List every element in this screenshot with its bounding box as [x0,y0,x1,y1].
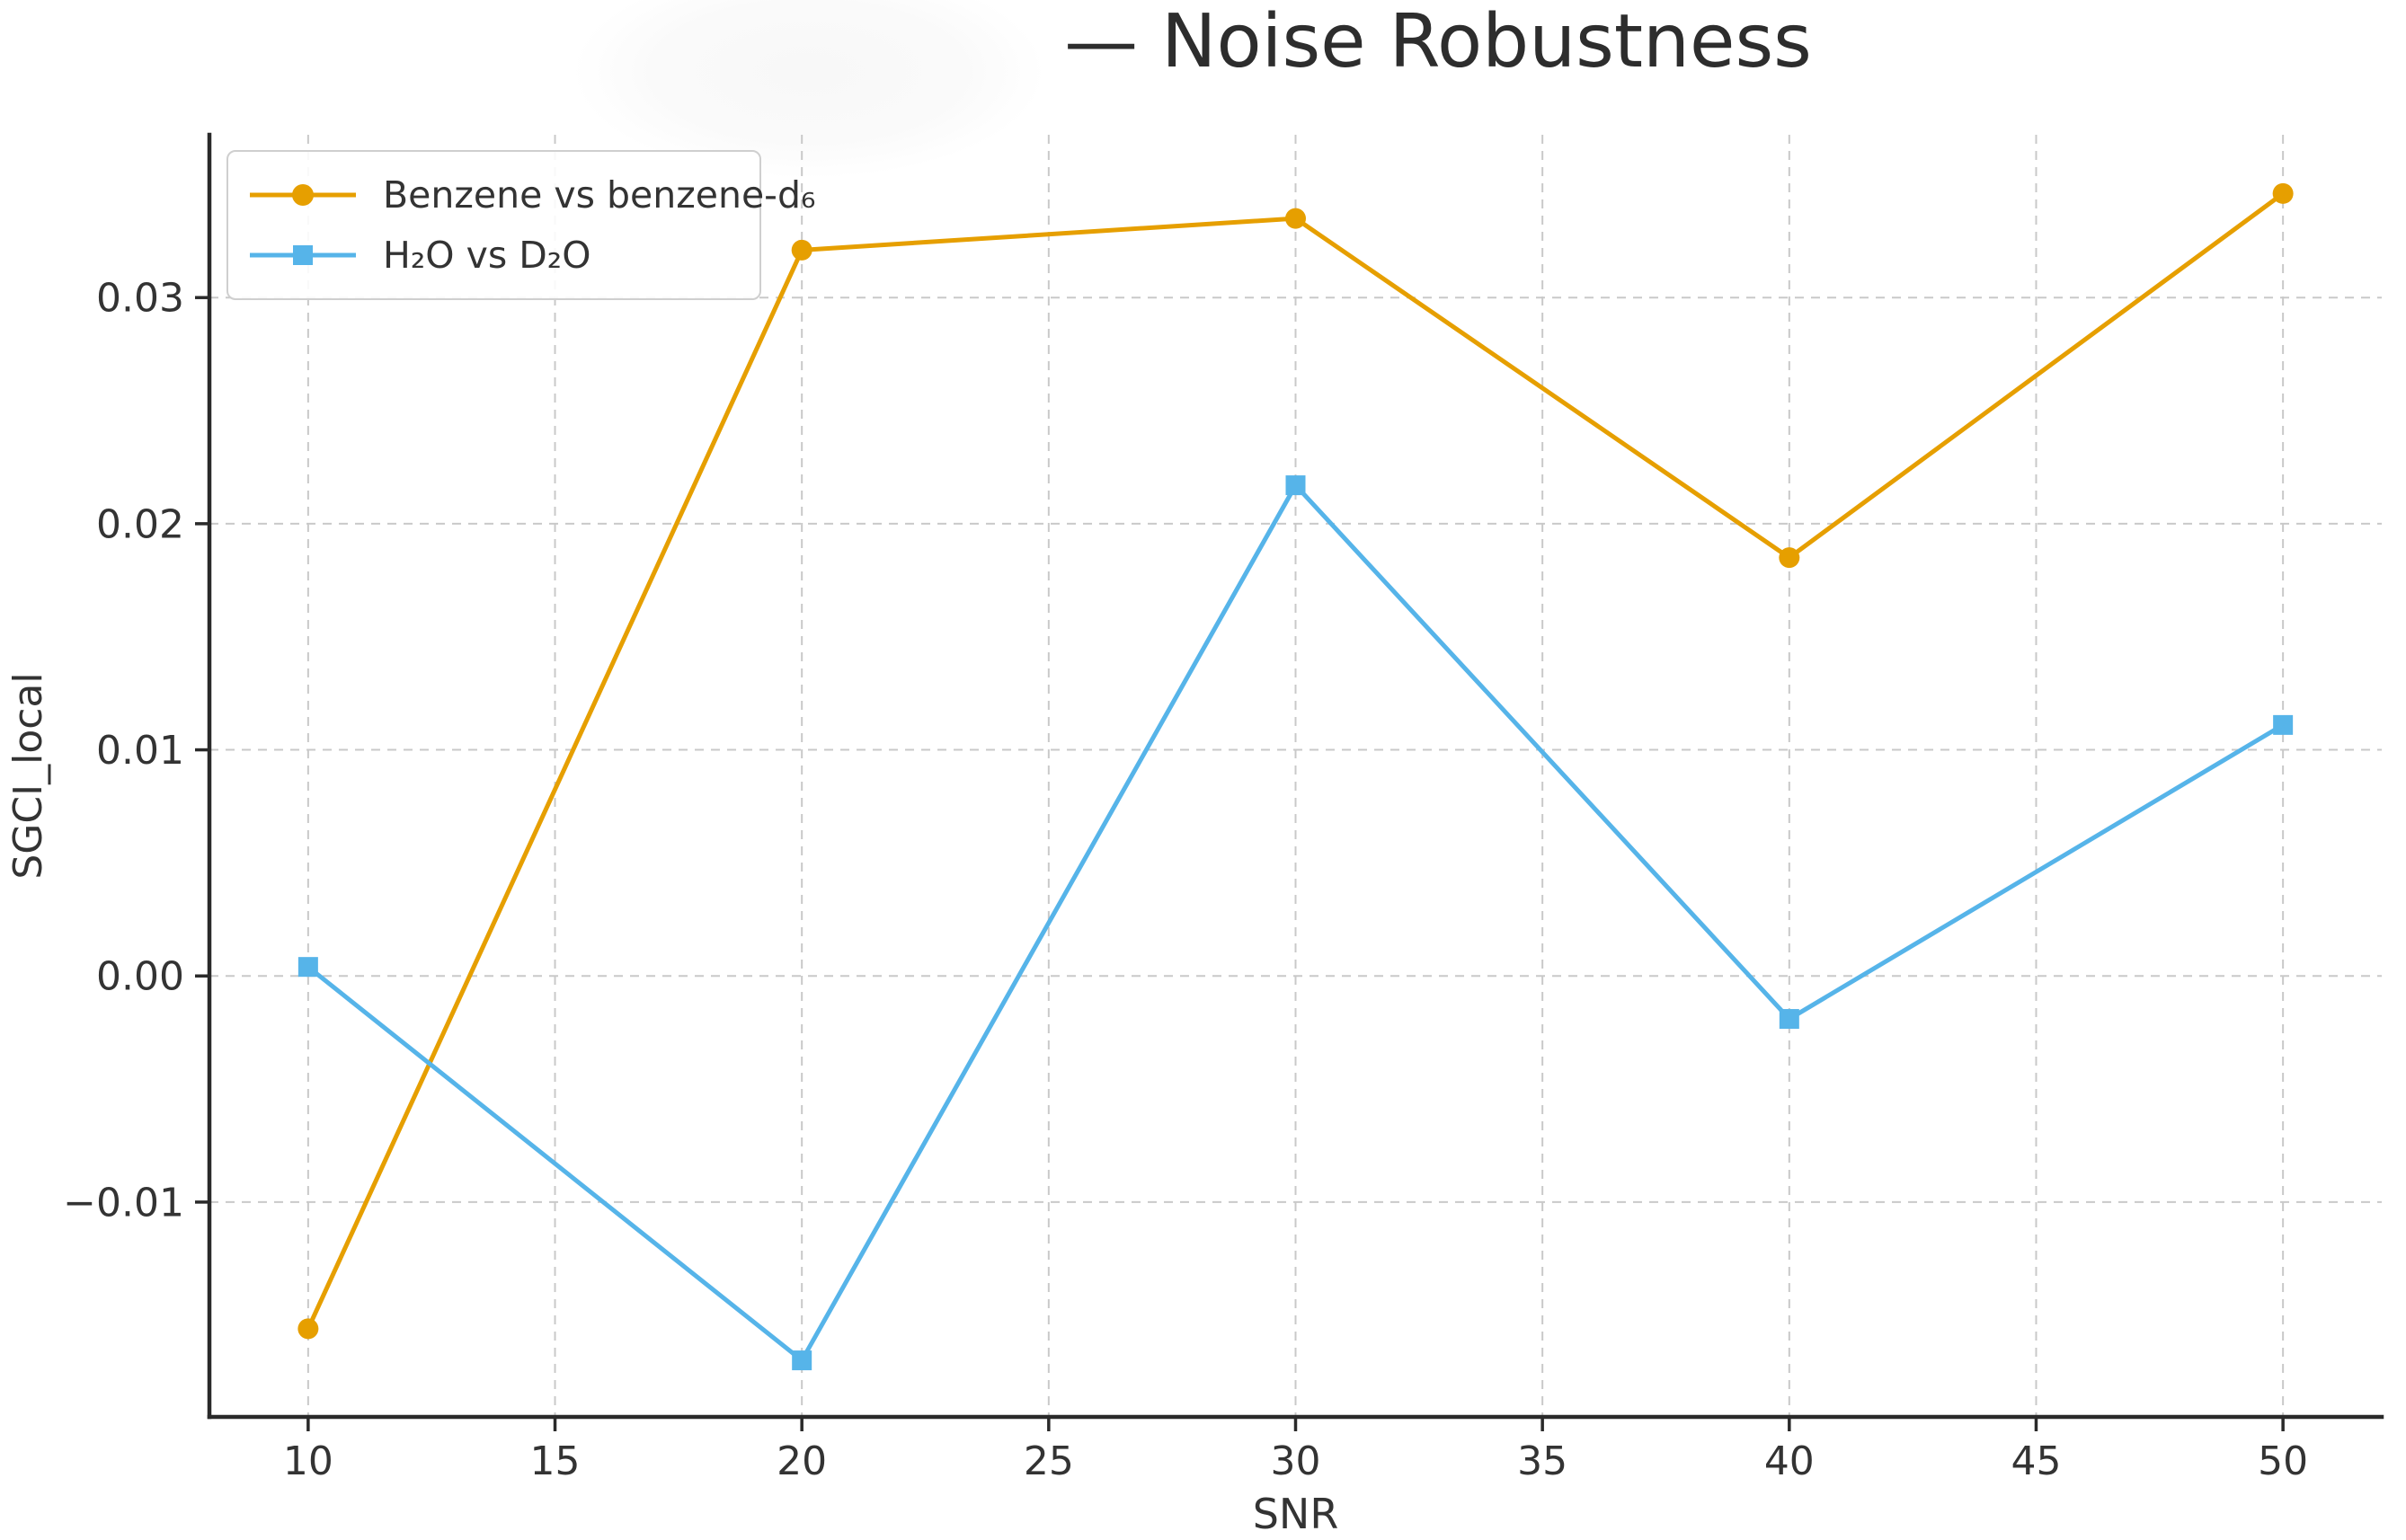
data-point-circle [1285,208,1306,229]
x-tick-label: 50 [2258,1438,2308,1484]
x-tick-label: 40 [1764,1438,1815,1484]
y-tick-label: 0.01 [96,728,184,774]
data-point-circle [791,239,812,261]
legend-item-water: H₂O vs D₂O [248,234,740,277]
legend-circle-marker-icon [250,183,356,206]
data-point-circle [297,1318,319,1340]
gridlines [209,135,2382,1417]
data-point-square [792,1350,812,1371]
data-point-circle [2272,182,2294,204]
legend: Benzene vs benzene-d₆ H₂O vs D₂O [226,150,815,300]
data-point-square [297,957,318,978]
axis-ticks [195,296,2285,1431]
data-point-square [2273,714,2294,735]
x-tick-label: 15 [530,1438,581,1484]
legend-square-marker-icon [250,245,356,266]
x-axis-label: SNR [1253,1490,1339,1538]
x-tick-label: 10 [283,1438,333,1484]
data-point-square [1779,1009,1799,1030]
axis-tick-labels: −0.01 0.00 0.01 0.02 0.03 10 15 20 25 30 35 40 45 50 [63,276,2308,1484]
y-tick-label: 0.03 [96,276,184,322]
series-lines [297,182,2294,1371]
y-tick-label: −0.01 [63,1180,184,1226]
legend-label-water: H₂O vs D₂O [383,234,591,278]
y-tick-label: 0.02 [96,501,184,547]
axis-titles: SNR SGCI_local [5,672,1338,1538]
y-axis-label: SGCI_local [5,672,51,879]
x-tick-label: 35 [1517,1438,1567,1484]
series-line-1 [306,482,2286,1363]
data-point-circle [1779,547,1800,569]
x-tick-label: 30 [1271,1438,1321,1484]
data-point-square [1285,475,1306,496]
legend-item-benzene: Benzene vs benzene-d₆ [248,173,815,217]
chart-title: — Noise Robustness [1064,0,1812,84]
legend-label-benzene: Benzene vs benzene-d₆ [383,173,816,217]
x-tick-label: 25 [1024,1438,1074,1484]
x-tick-label: 20 [777,1438,827,1484]
x-tick-label: 45 [2011,1438,2061,1484]
y-tick-label: 0.00 [96,954,184,1000]
